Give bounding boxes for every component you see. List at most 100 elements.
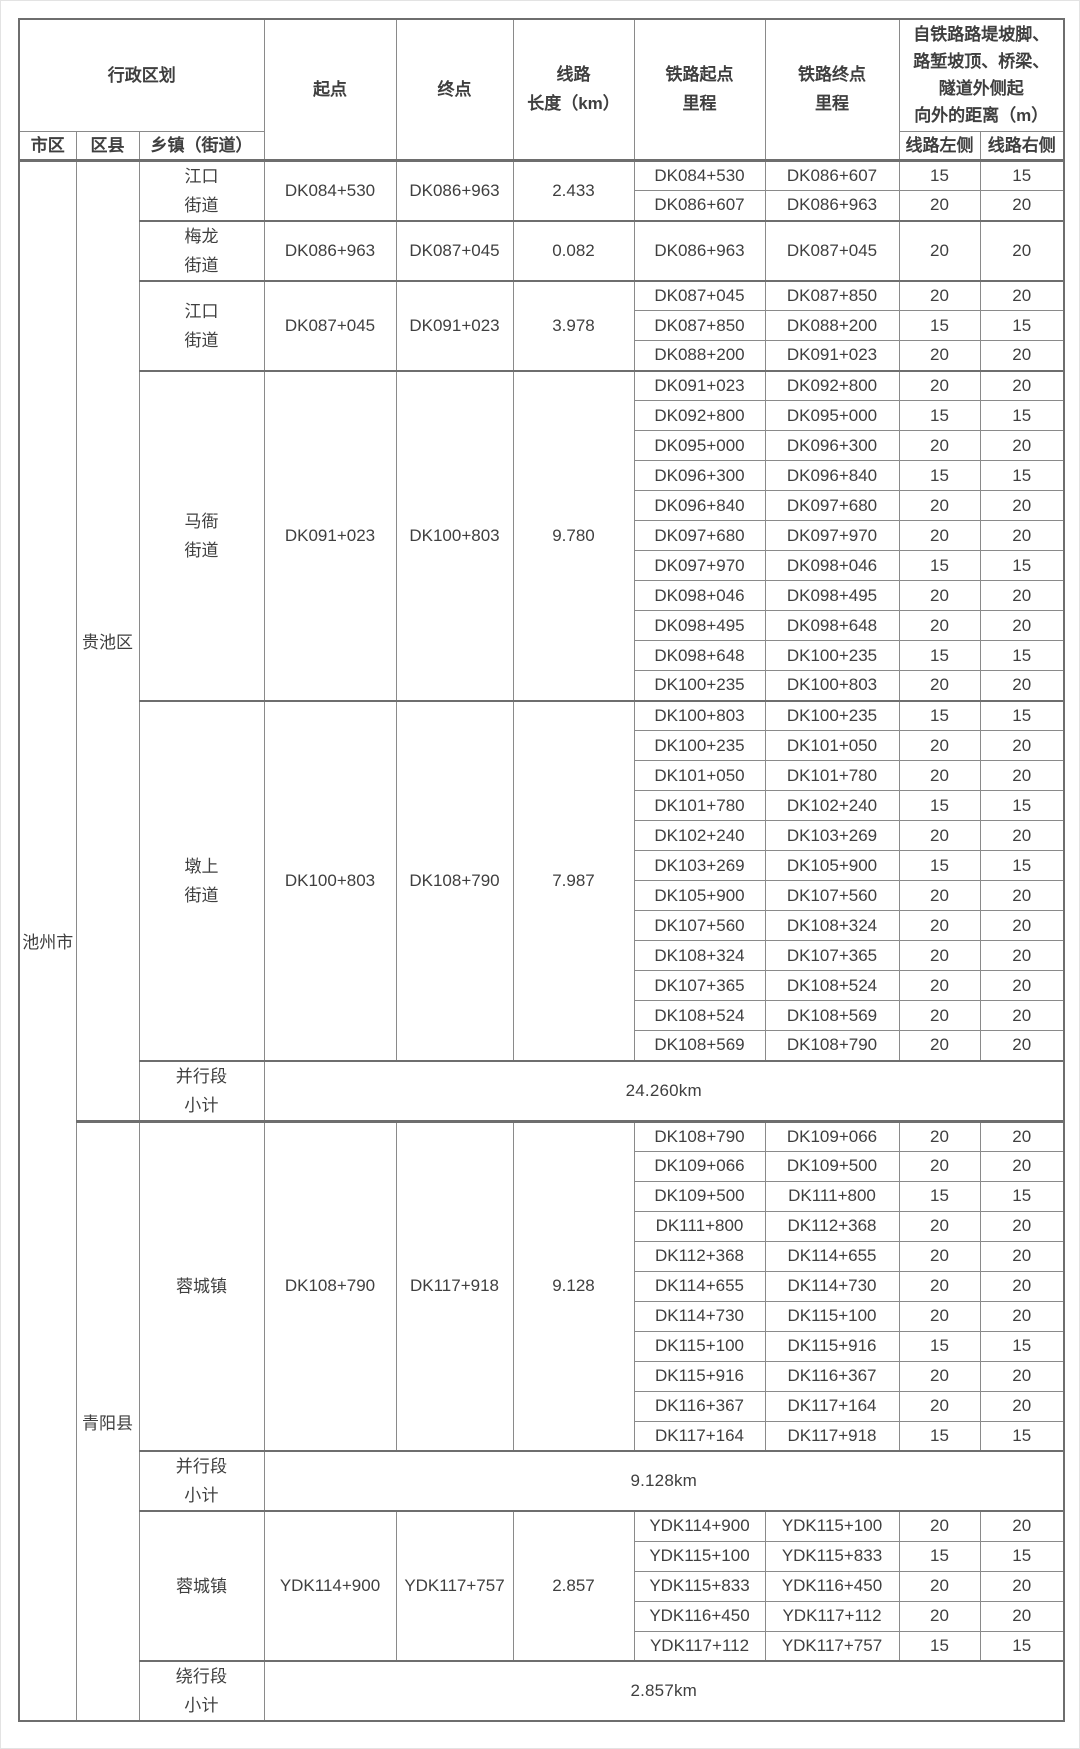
rail-start-mileage-cell: YDK114+900	[633, 1510, 766, 1542]
header-line: 里程	[682, 94, 717, 114]
segment-row: DK095+000 DK096+300 20 20	[19, 430, 1065, 461]
right-distance-cell: 20	[979, 1270, 1065, 1302]
left-distance-cell: 20	[898, 219, 981, 281]
segment-row: DK086+607 DK086+963 20 20	[19, 189, 1065, 222]
rail-end-mileage-cell: DK112+368	[764, 1210, 900, 1242]
right-distance-cell: 15	[979, 1630, 1065, 1662]
rail-end-mileage-cell: DK107+365	[764, 940, 900, 971]
rail-end-mileage-cell: DK087+850	[764, 279, 900, 311]
right-distance-cell: 20	[979, 730, 1065, 761]
right-distance-cell: 20	[979, 520, 1065, 551]
right-distance-cell: 20	[979, 189, 1065, 222]
segment-row: 墩上 街道 DK100+803 DK108+790 7.987 DK100+803 DK10…	[19, 699, 1065, 1061]
right-distance-cell: 20	[979, 1360, 1065, 1392]
segment-row: DK096+300 DK096+840 15 15	[19, 460, 1065, 491]
rail-start-mileage-cell: DK102+240	[633, 820, 766, 851]
segment-row: DK092+800 DK095+000 15 15	[19, 400, 1065, 431]
rail-start-mileage-cell: DK115+100	[633, 1330, 766, 1362]
admin-division-header: 行政区划	[18, 18, 265, 132]
start-point-cell: DK108+790	[263, 1119, 397, 1452]
rail-end-mileage-cell: YDK115+833	[764, 1540, 900, 1572]
rail-start-mileage-cell: DK098+648	[633, 640, 766, 671]
segment-row: DK114+655 DK114+730 20 20	[19, 1270, 1065, 1302]
start-point-cell: DK084+530	[263, 158, 397, 221]
rail-end-mileage-cell: DK103+269	[764, 820, 900, 851]
table-body: 池州市 贵池区 江口 街道 DK084+530 DK086+963 2.433 DK084+5…	[18, 158, 1065, 1722]
left-distance-cell: 20	[898, 1000, 981, 1031]
cell-line: 江口	[184, 301, 219, 321]
township-cell: 梅龙 街道	[138, 219, 265, 281]
rail-start-mileage-cell: DK088+200	[633, 340, 766, 371]
segment-row: DK115+100 DK115+916 15 15	[19, 1330, 1065, 1362]
right-distance-cell: 20	[979, 1390, 1065, 1422]
rail-end-mileage-cell: DK114+655	[764, 1240, 900, 1272]
table-header: 行政区划 起点 终点 线路 长度（km） 铁路起点 里程 铁路终点 里程 自铁路…	[18, 18, 1065, 161]
rail-end-mileage-cell: DK115+916	[764, 1330, 900, 1362]
rail-end-mileage-cell: DK096+300	[764, 430, 900, 461]
cell-line: 并行段	[175, 1457, 228, 1476]
segment-row: DK117+164 DK117+918 15 15	[19, 1420, 1065, 1452]
header-line: 铁路起点	[665, 65, 734, 85]
right-distance-cell: 15	[979, 640, 1065, 671]
right-distance-cell: 15	[979, 1330, 1065, 1362]
rail-end-mileage-cell: DK108+524	[764, 970, 900, 1001]
left-distance-cell: 20	[898, 1570, 981, 1602]
end-point-cell: DK091+023	[395, 279, 514, 371]
rail-end-mileage-cell: DK097+970	[764, 520, 900, 551]
rail-end-mileage-cell: DK095+000	[764, 400, 900, 431]
header-line: 里程	[815, 94, 849, 114]
rail-end-mileage-cell: DK108+324	[764, 910, 900, 941]
subtotal-label-cell: 并行段 小计	[138, 1450, 265, 1512]
rail-end-mileage-cell: DK092+800	[764, 369, 900, 401]
right-distance-cell: 20	[979, 880, 1065, 911]
subtotal-value-cell: 2.857km	[263, 1660, 1065, 1722]
rail-start-mileage-cell: DK098+495	[633, 610, 766, 641]
rail-start-mileage-cell: DK084+530	[633, 158, 766, 191]
township-cell: 江口 街道	[138, 279, 265, 371]
rail-end-mileage-cell: DK086+607	[764, 158, 900, 191]
end-point-cell: DK108+790	[395, 699, 514, 1061]
rail-start-mileage-cell: DK109+500	[633, 1180, 766, 1212]
left-distance-cell: 15	[898, 640, 981, 671]
segment-row: DK101+050 DK101+780 20 20	[19, 760, 1065, 791]
rail-end-mileage-cell: YDK115+100	[764, 1510, 900, 1542]
left-distance-cell: 20	[898, 1390, 981, 1422]
segment-row: DK100+235 DK101+050 20 20	[19, 730, 1065, 761]
start-point-cell: DK087+045	[263, 279, 397, 371]
rail-end-mileage-cell: DK105+900	[764, 850, 900, 881]
township-cell: 蓉城镇	[138, 1119, 265, 1452]
rail-start-mileage-cell: DK111+800	[633, 1210, 766, 1242]
segment-row: DK098+495 DK098+648 20 20	[19, 610, 1065, 641]
line-length-cell: 0.082	[512, 219, 635, 281]
left-distance-cell: 20	[898, 1510, 981, 1542]
segment-row: DK088+200 DK091+023 20 20	[19, 340, 1065, 371]
right-distance-cell: 20	[979, 1210, 1065, 1242]
rail-end-mileage-cell: YDK117+112	[764, 1600, 900, 1632]
subtotal-row: 并行段 小计 9.128km	[19, 1450, 1065, 1512]
header-row-group: 行政区划 起点 终点 线路 长度（km） 铁路起点 里程 铁路终点 里程 自铁路…	[18, 18, 1065, 161]
rail-start-mileage-cell: DK105+900	[633, 880, 766, 911]
line-length-cell: 7.987	[512, 699, 635, 1061]
rail-start-mileage-cell: DK114+655	[633, 1270, 766, 1302]
left-distance-cell: 15	[898, 1630, 981, 1662]
left-distance-cell: 20	[898, 580, 981, 611]
segment-row: DK102+240 DK103+269 20 20	[19, 820, 1065, 851]
rail-end-mileage-cell: DK101+780	[764, 760, 900, 791]
line-length-cell: 9.128	[512, 1119, 635, 1452]
left-distance-cell: 20	[898, 760, 981, 791]
district-cell: 青阳县	[75, 1119, 140, 1722]
rail-start-mileage-cell: DK107+560	[633, 910, 766, 941]
rail-end-mileage-cell: DK091+023	[764, 340, 900, 371]
segment-row: DK108+524 DK108+569 20 20	[19, 1000, 1065, 1031]
right-distance-cell: 20	[979, 1510, 1065, 1542]
segment-row: DK114+730 DK115+100 20 20	[19, 1300, 1065, 1332]
end-point-cell: YDK117+757	[395, 1510, 514, 1662]
cell-line: 并行段	[175, 1066, 228, 1086]
township-cell: 江口 街道	[138, 158, 265, 221]
rail-end-mileage-cell: DK111+800	[764, 1180, 900, 1212]
right-distance-cell: 20	[979, 340, 1065, 371]
right-distance-cell: 15	[979, 1180, 1065, 1212]
rail-start-mileage-cell: DK100+803	[633, 699, 766, 731]
segment-row: DK107+560 DK108+324 20 20	[19, 910, 1065, 941]
segment-row: DK115+916 DK116+367 20 20	[19, 1360, 1065, 1392]
